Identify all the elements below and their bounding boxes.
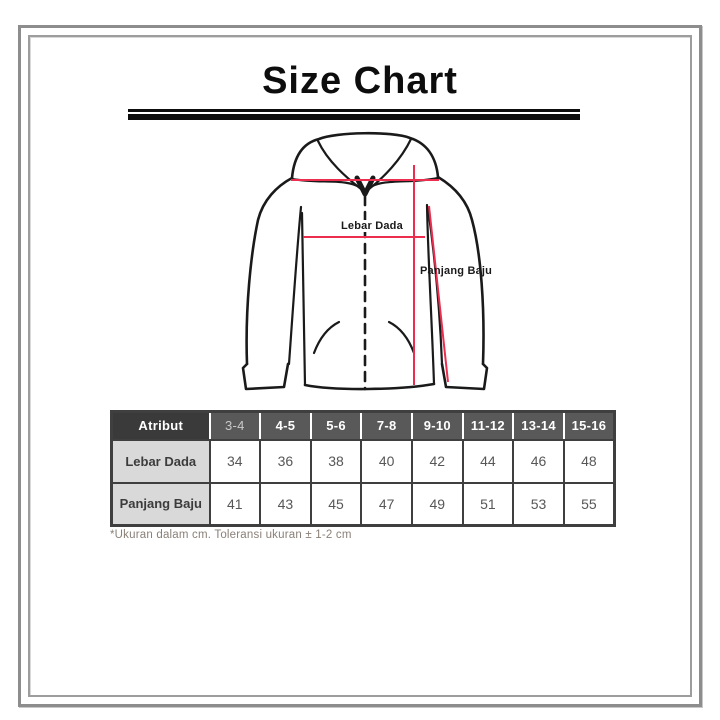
footnote-text: *Ukuran dalam cm. Toleransi ukuran ± 1-2… <box>110 529 352 541</box>
size-value-cell: 51 <box>461 481 515 527</box>
body-length-label: Panjang Baju <box>420 265 493 277</box>
size-value-cell: 46 <box>512 438 565 484</box>
divider-thick-line <box>128 114 580 120</box>
measurement-lines <box>291 165 449 385</box>
size-column-header: 15-16 <box>562 410 616 441</box>
size-value-cell: 34 <box>208 438 262 484</box>
table-row: Panjang Baju 41 43 45 47 49 51 53 55 <box>110 481 616 527</box>
size-value-cell: 43 <box>259 481 312 527</box>
inner-frame-border <box>28 35 692 697</box>
table-row: Lebar Dada 34 36 38 40 42 44 46 48 <box>110 438 616 484</box>
size-column-header: 9-10 <box>411 410 464 441</box>
size-value-cell: 47 <box>360 481 413 527</box>
size-column-header: 13-14 <box>512 410 565 441</box>
size-value-cell: 49 <box>411 481 464 527</box>
size-table: Atribut 3-4 4-5 5-6 7-8 9-10 11-12 13-14 15-16 … <box>110 410 616 527</box>
size-column-header: 3-4 <box>208 410 262 441</box>
sleeve-measure-line <box>428 205 449 383</box>
attribute-row-label: Panjang Baju <box>110 481 211 527</box>
size-value-cell: 40 <box>360 438 413 484</box>
size-value-cell: 42 <box>411 438 464 484</box>
attribute-column-header: Atribut <box>110 410 211 441</box>
divider-thin-line <box>128 109 580 112</box>
jacket-outline <box>241 131 489 391</box>
size-value-cell: 36 <box>259 438 312 484</box>
size-value-cell: 53 <box>512 481 565 527</box>
jacket-diagram <box>235 128 505 403</box>
size-column-header: 7-8 <box>360 410 413 441</box>
size-value-cell: 38 <box>309 438 363 484</box>
size-column-header: 11-12 <box>461 410 515 441</box>
size-value-cell: 45 <box>309 481 363 527</box>
outer-frame-border <box>18 25 702 707</box>
chest-width-label: Lebar Dada <box>338 220 406 232</box>
size-value-cell: 55 <box>562 481 616 527</box>
size-value-cell: 48 <box>562 438 616 484</box>
attribute-row-label: Lebar Dada <box>110 438 211 484</box>
size-table-header-row: Atribut 3-4 4-5 5-6 7-8 9-10 11-12 13-14 15-16 <box>110 410 616 441</box>
size-value-cell: 44 <box>461 438 515 484</box>
page-title: Size Chart <box>262 60 458 102</box>
title-divider <box>128 109 580 120</box>
size-column-header: 5-6 <box>309 410 363 441</box>
size-column-header: 4-5 <box>259 410 312 441</box>
size-value-cell: 41 <box>208 481 262 527</box>
